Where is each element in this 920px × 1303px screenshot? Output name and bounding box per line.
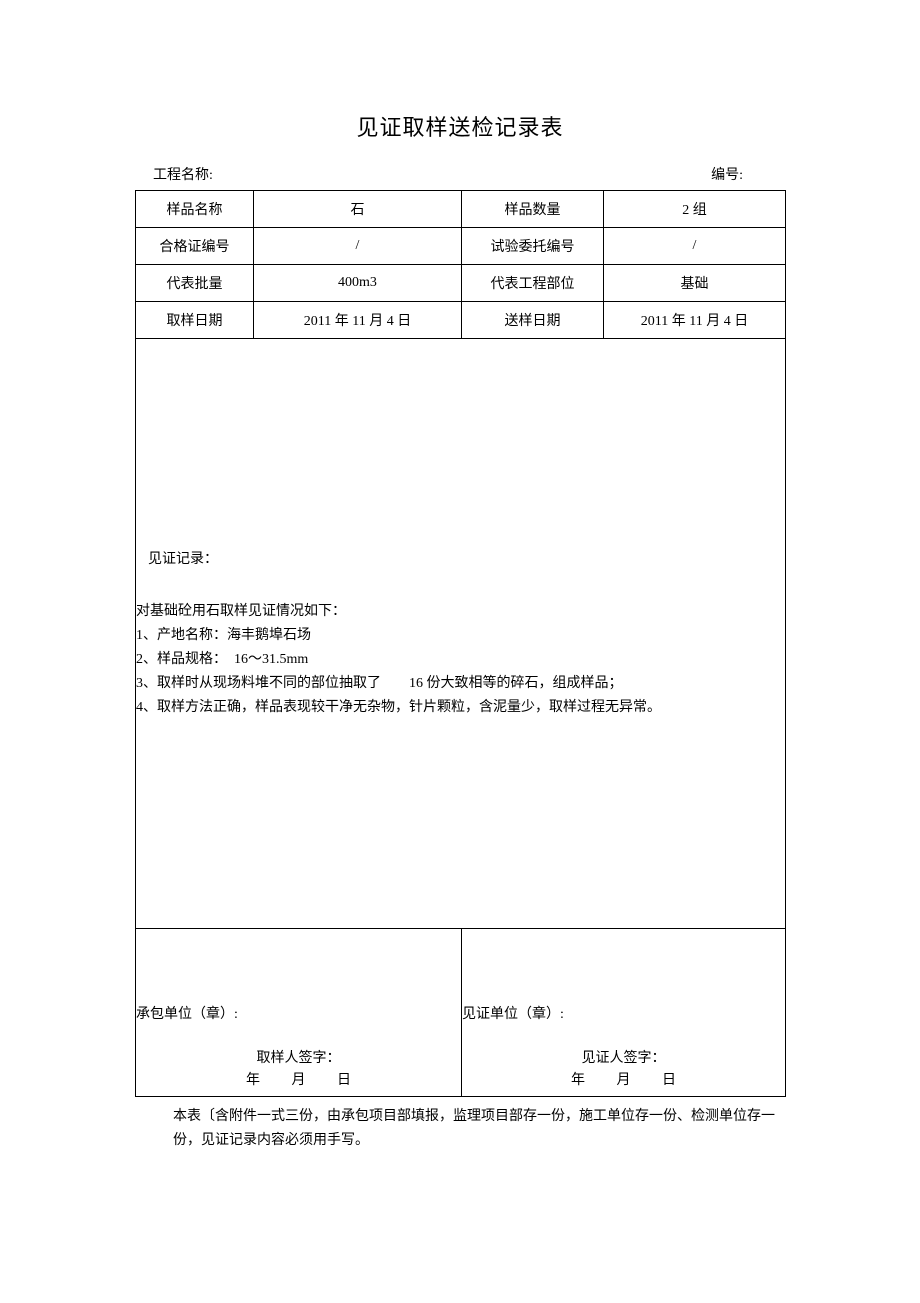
date-year: 年 (246, 1073, 260, 1088)
cell-label: 送样日期 (462, 302, 604, 339)
record-line: 3、取样时从现场料堆不同的部位抽取了 16 份大致相等的碎石，组成样品； (136, 672, 785, 696)
project-name-label: 工程名称: (153, 164, 213, 184)
record-row: 见证记录： 对基础砼用石取样见证情况如下： 1、产地名称：海丰鹅埠石场 2、样品… (136, 339, 786, 929)
signature-row: 承包单位（章）: 取样人签字： 年 月 日 见证单位（章）: 见证人签字： 年 (136, 929, 786, 1097)
footnote: 本表〔含附件一式三份，由承包项目部填报，监理项目部存一份，施工单位存一份、检测单… (135, 1097, 785, 1153)
date-year: 年 (571, 1073, 585, 1088)
record-line: 2、样品规格： 16～31.5mm (136, 648, 785, 672)
cell-label: 样品名称 (136, 191, 254, 228)
record-line: 1、产地名称：海丰鹅埠石场 (136, 624, 785, 648)
date-month: 月 (617, 1073, 631, 1088)
record-body: 对基础砼用石取样见证情况如下： 1、产地名称：海丰鹅埠石场 2、样品规格： 16… (136, 600, 785, 720)
date-day: 日 (337, 1073, 351, 1088)
cell-value: / (604, 228, 786, 265)
sampler-sign-label: 取样人签字： (136, 1048, 461, 1070)
number-label: 编号: (711, 164, 743, 184)
cell-value: 2011 年 11 月 4 日 (604, 302, 786, 339)
cell-value: 基础 (604, 265, 786, 302)
page-title: 见证取样送检记录表 (135, 110, 785, 142)
witness-unit-label: 见证单位（章）: (462, 1003, 785, 1023)
page: 见证取样送检记录表 工程名称: 编号: 样品名称 石 样品数量 2 组 合格证编… (0, 0, 920, 1213)
cell-label: 试验委托编号 (462, 228, 604, 265)
cell-label: 代表批量 (136, 265, 254, 302)
date-month: 月 (292, 1073, 306, 1088)
table-row: 样品名称 石 样品数量 2 组 (136, 191, 786, 228)
contractor-sign-cell: 承包单位（章）: 取样人签字： 年 月 日 (136, 929, 462, 1097)
cell-value: 2 组 (604, 191, 786, 228)
header-row: 工程名称: 编号: (135, 164, 785, 190)
record-line: 4、取样方法正确，样品表现较干净无杂物，针片颗粒，含泥量少，取样过程无异常。 (136, 696, 785, 720)
date-line: 年 月 日 (136, 1070, 461, 1092)
cell-label: 代表工程部位 (462, 265, 604, 302)
date-day: 日 (662, 1073, 676, 1088)
table-row: 合格证编号 / 试验委托编号 / (136, 228, 786, 265)
cell-label: 取样日期 (136, 302, 254, 339)
record-label: 见证记录： (136, 548, 785, 568)
record-line: 对基础砼用石取样见证情况如下： (136, 600, 785, 624)
witness-sign-label: 见证人签字： (462, 1048, 785, 1070)
contractor-sign-block: 取样人签字： 年 月 日 (136, 1048, 461, 1092)
witness-sign-cell: 见证单位（章）: 见证人签字： 年 月 日 (462, 929, 786, 1097)
witness-sign-block: 见证人签字： 年 月 日 (462, 1048, 785, 1092)
date-line: 年 月 日 (462, 1070, 785, 1092)
cell-label: 样品数量 (462, 191, 604, 228)
cell-value: / (254, 228, 462, 265)
table-row: 取样日期 2011 年 11 月 4 日 送样日期 2011 年 11 月 4 … (136, 302, 786, 339)
cell-value: 石 (254, 191, 462, 228)
main-table: 样品名称 石 样品数量 2 组 合格证编号 / 试验委托编号 / 代表批量 40… (135, 190, 786, 1097)
table-row: 代表批量 400m3 代表工程部位 基础 (136, 265, 786, 302)
cell-value: 400m3 (254, 265, 462, 302)
cell-label: 合格证编号 (136, 228, 254, 265)
contractor-unit-label: 承包单位（章）: (136, 1003, 461, 1023)
record-cell: 见证记录： 对基础砼用石取样见证情况如下： 1、产地名称：海丰鹅埠石场 2、样品… (136, 339, 786, 929)
cell-value: 2011 年 11 月 4 日 (254, 302, 462, 339)
